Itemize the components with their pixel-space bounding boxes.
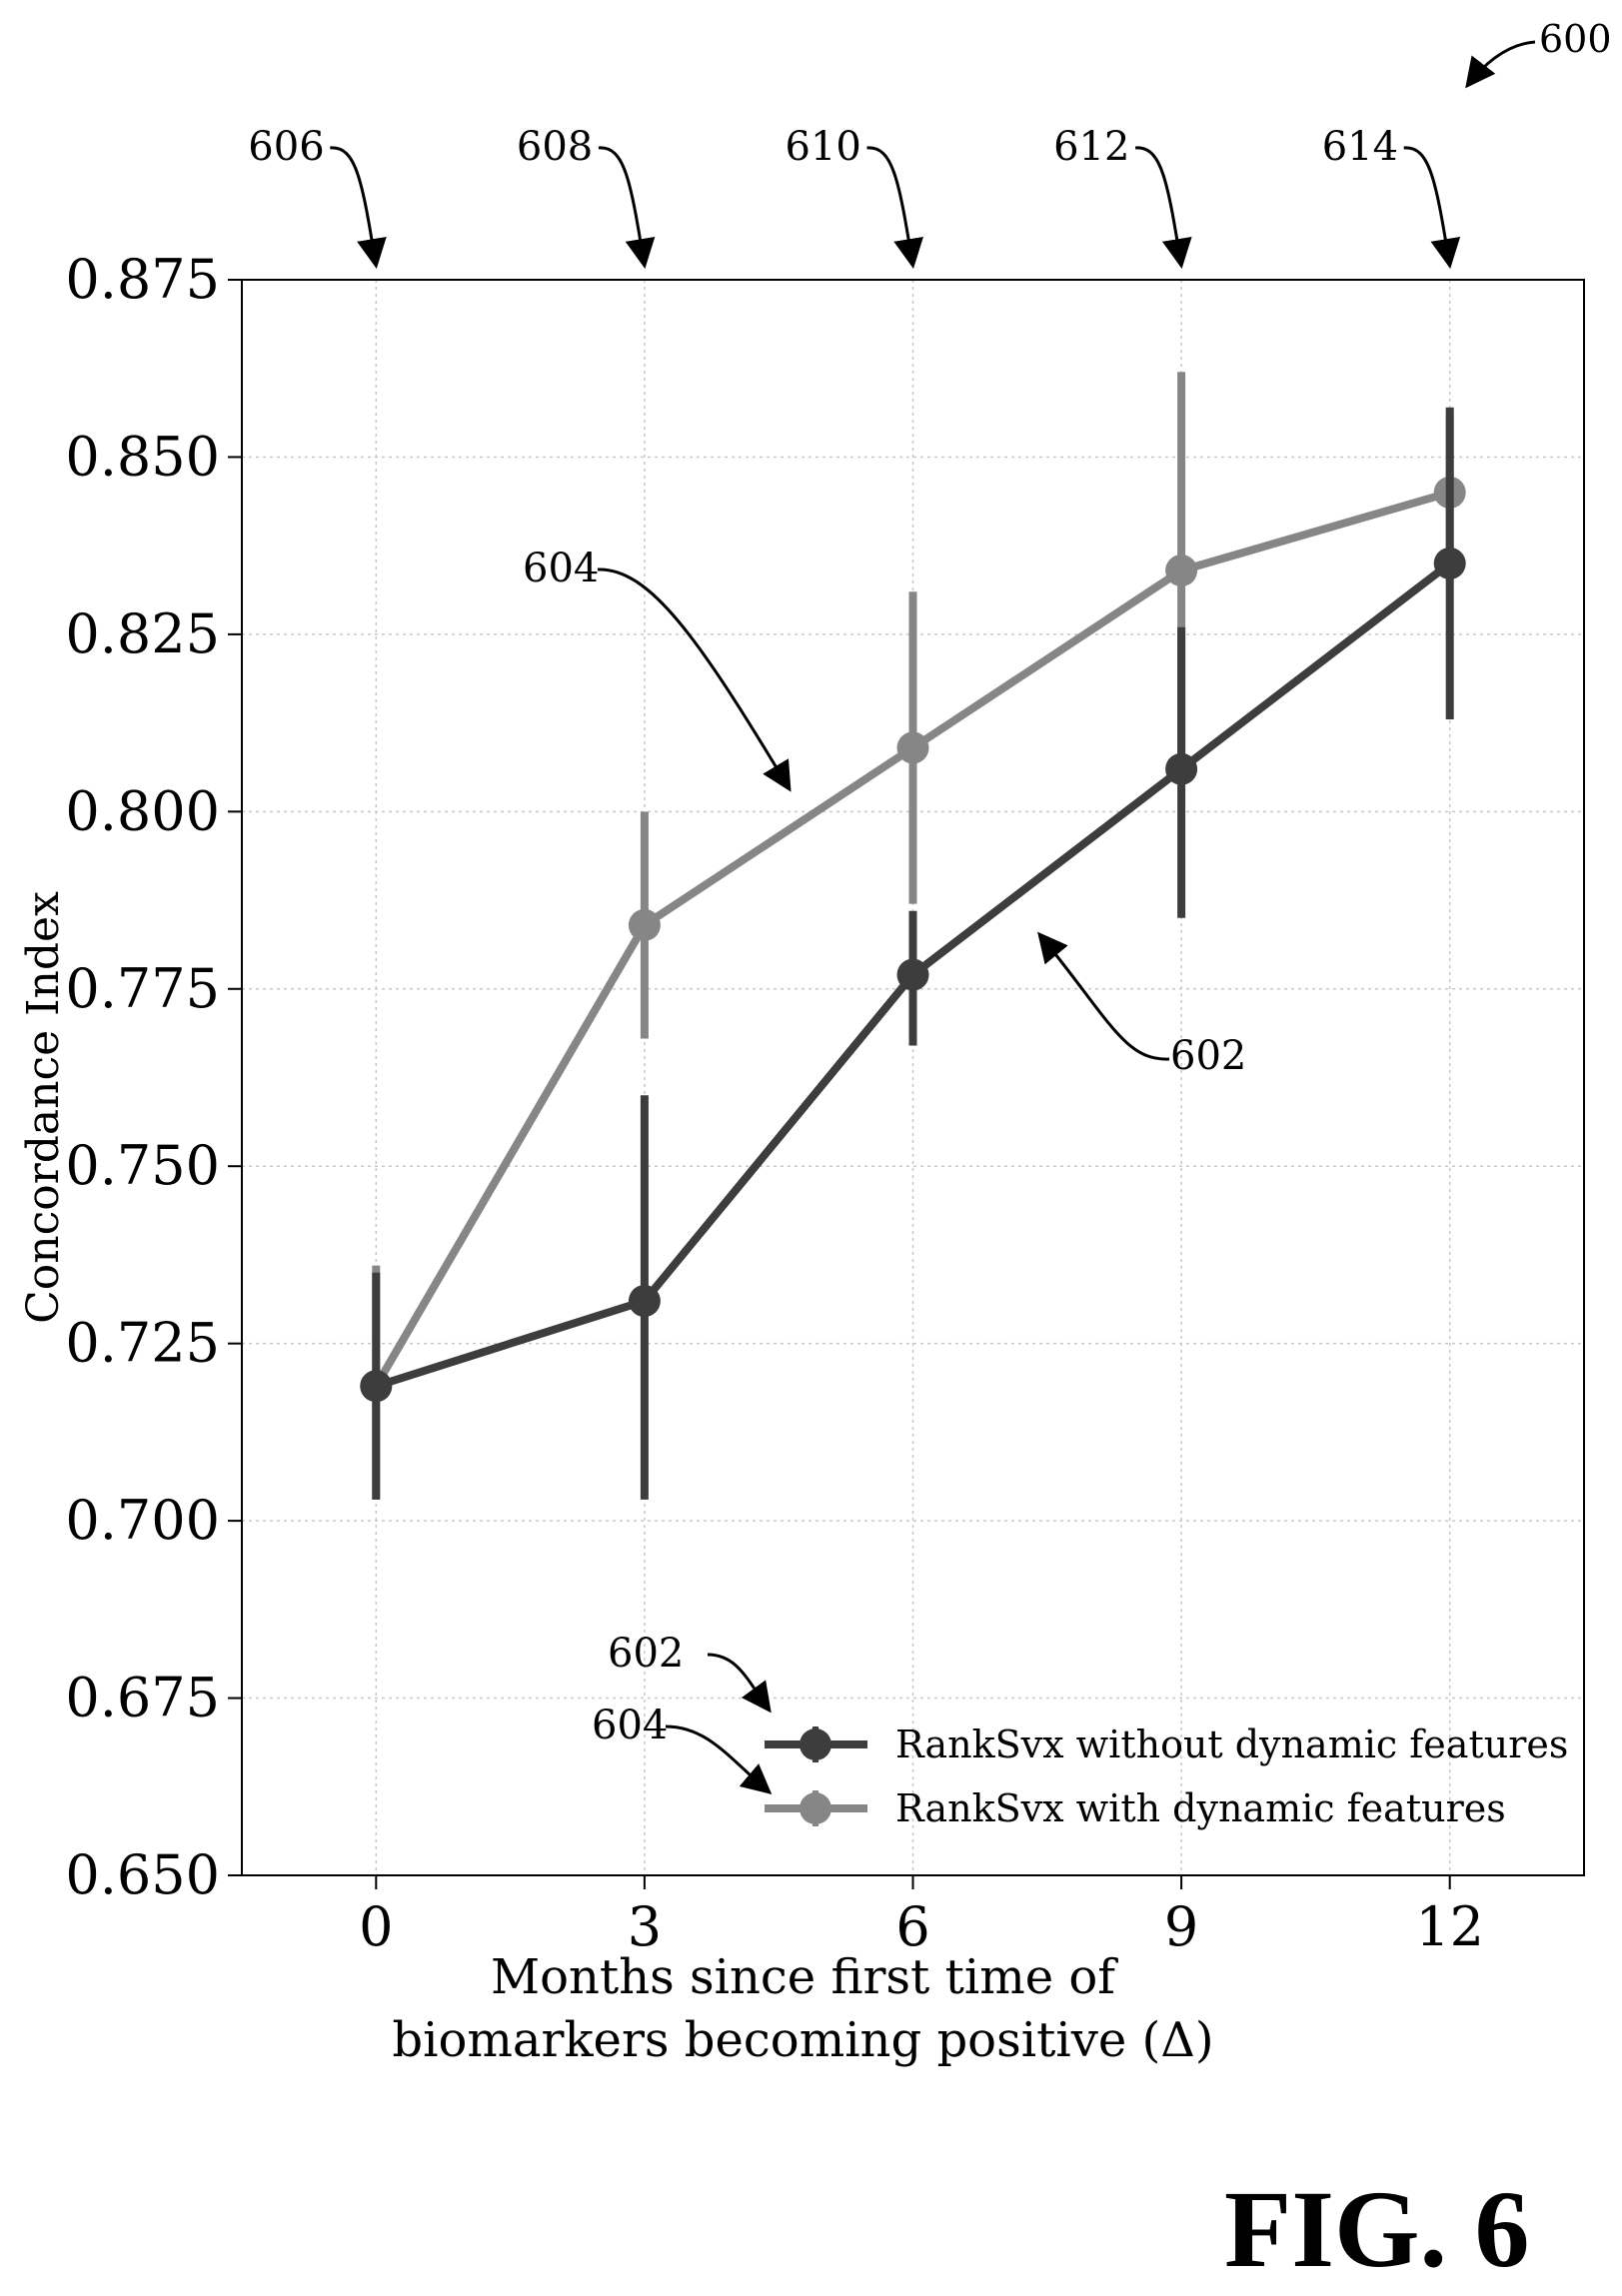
x-marker-1-arrow	[598, 146, 656, 269]
data-point	[1433, 547, 1466, 579]
data-point	[1165, 752, 1198, 785]
x-marker-4-label: 614	[1322, 124, 1398, 170]
line-callout-602-arrow	[1037, 931, 1170, 1061]
x-marker-3-label: 612	[1053, 124, 1129, 170]
data-point	[1165, 555, 1198, 587]
y-tick-label: 0.850	[65, 425, 220, 488]
x-tick-label: 9	[1164, 1895, 1198, 1958]
data-point	[896, 958, 929, 991]
data-point	[628, 1285, 661, 1318]
series-0	[360, 407, 1466, 1500]
y-tick-label: 0.650	[65, 1843, 220, 1906]
legend-entry-1: RankSvx with dynamic features	[765, 1786, 1506, 1830]
x-tick-label: 3	[628, 1895, 662, 1958]
axes: 0.650 0.675 0.700 0.725 0.750 0.775 0.800 0.825…	[65, 248, 1484, 1958]
line-callout-604-label: 604	[523, 546, 599, 591]
figure-reference-numeral: 600	[1539, 17, 1612, 61]
y-tick-label: 0.675	[65, 1667, 220, 1729]
legend: RankSvx without dynamic features 602 RankS…	[592, 1631, 1568, 1830]
legend-callout-label: 604	[592, 1703, 668, 1748]
x-tick-label: 6	[895, 1895, 929, 1958]
y-tick-label: 0.700	[65, 1489, 220, 1552]
legend-callout-label: 602	[608, 1631, 684, 1677]
series-layer	[360, 372, 1466, 1500]
x-axis-label-line-1: Months since first time of	[491, 1949, 1118, 2005]
x-marker-2-label: 610	[786, 124, 861, 170]
line-callout-602-label: 602	[1170, 1033, 1246, 1079]
data-point	[896, 731, 929, 764]
y-axis-label: Concordance Index	[18, 891, 69, 1324]
x-axis-label-line-2: biomarkers becoming positive (Δ)	[392, 2012, 1213, 2068]
legend-swatch-marker	[800, 1792, 831, 1824]
legend-entry-0: RankSvx without dynamic features	[765, 1722, 1568, 1766]
y-tick-label: 0.775	[65, 957, 220, 1020]
figure-caption: FIG. 6	[1224, 2168, 1530, 2290]
x-marker-0-label: 606	[248, 124, 324, 170]
line-callout-604-arrow	[597, 568, 792, 792]
legend-callout-arrow	[707, 1653, 772, 1714]
legend-label: RankSvx with dynamic features	[895, 1786, 1506, 1830]
grid	[242, 279, 1584, 1876]
figure-reference-arrow	[1465, 40, 1536, 89]
legend-swatch-marker	[800, 1728, 831, 1760]
x-marker-1-label: 608	[517, 124, 593, 170]
legend-callout-arrow	[665, 1724, 773, 1794]
y-tick-label: 0.800	[65, 779, 220, 842]
y-tick-label: 0.750	[65, 1134, 220, 1197]
y-tick-label: 0.875	[65, 248, 220, 311]
y-tick-label: 0.725	[65, 1312, 220, 1375]
x-marker-2-arrow	[866, 146, 923, 269]
legend-label: RankSvx without dynamic features	[895, 1722, 1568, 1766]
x-marker-4-arrow	[1403, 146, 1461, 269]
callouts: 606 608 610 612 614 604 602	[248, 124, 1461, 1079]
x-marker-0-arrow	[330, 146, 387, 269]
x-tick-label: 0	[359, 1895, 393, 1958]
data-point	[360, 1370, 393, 1403]
data-point	[628, 908, 661, 941]
y-tick-label: 0.825	[65, 602, 220, 665]
x-marker-3-arrow	[1134, 146, 1192, 269]
x-tick-label: 12	[1415, 1895, 1484, 1958]
